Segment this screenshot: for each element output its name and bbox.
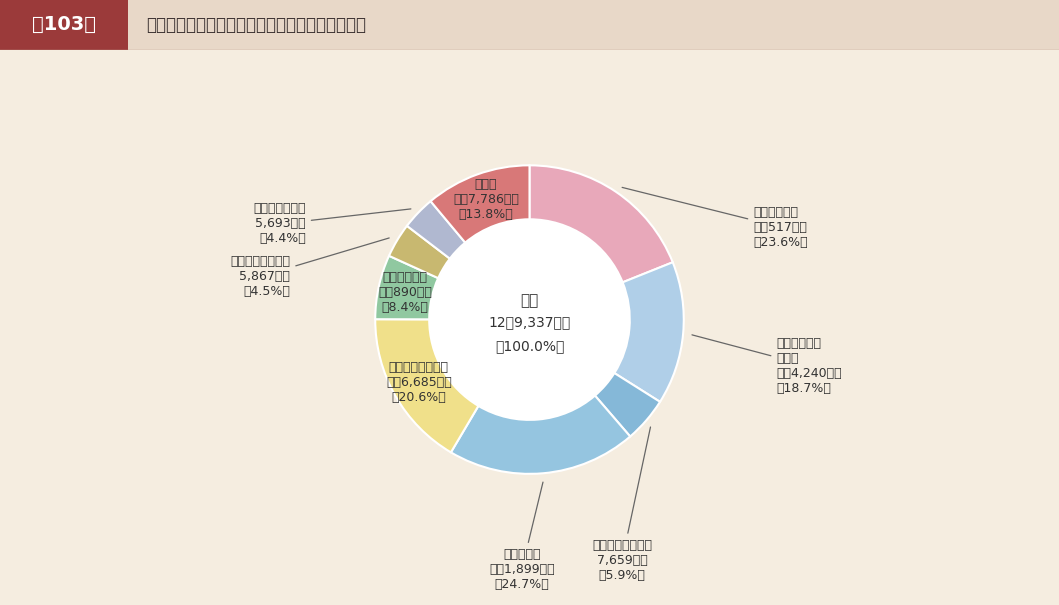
Text: 12兆9,337億円: 12兆9,337億円 xyxy=(488,316,571,330)
Text: 前期高齢者交付金
２兆6,685億円
（20.6%）: 前期高齢者交付金 ２兆6,685億円 （20.6%） xyxy=(385,361,452,404)
Wedge shape xyxy=(407,201,465,259)
Text: 保険税（料）
３兆517億円
（23.6%）: 保険税（料） ３兆517億円 （23.6%） xyxy=(622,188,808,249)
Wedge shape xyxy=(614,262,684,402)
Wedge shape xyxy=(595,373,660,436)
Wedge shape xyxy=(431,165,530,243)
Text: 療養給付費交付金
5,867億円
（4.5%）: 療養給付費交付金 5,867億円 （4.5%） xyxy=(231,238,390,298)
Bar xyxy=(0,0,128,50)
Wedge shape xyxy=(375,319,479,453)
Circle shape xyxy=(429,219,630,420)
Text: 都道府県支出金
5,693億円
（4.4%）: 都道府県支出金 5,693億円 （4.4%） xyxy=(253,203,411,246)
Text: 他会計繰入金
１兆890億円
（8.4%）: 他会計繰入金 １兆890億円 （8.4%） xyxy=(378,271,432,314)
Text: 療養給付費等
負担金
２兆4,240億円
（18.7%）: 療養給付費等 負担金 ２兆4,240億円 （18.7%） xyxy=(692,335,842,395)
Text: 国庫支出金
３兆1,899億円
（24.7%）: 国庫支出金 ３兆1,899億円 （24.7%） xyxy=(489,482,555,591)
Text: 第103図: 第103図 xyxy=(32,15,96,34)
Wedge shape xyxy=(375,256,438,319)
Text: 財政調整交付金等
7,659億円
（5.9%）: 財政調整交付金等 7,659億円 （5.9%） xyxy=(592,427,652,581)
Wedge shape xyxy=(451,396,630,474)
Text: 歳入: 歳入 xyxy=(520,293,539,309)
Wedge shape xyxy=(389,226,450,278)
Text: その他
１兆7,786億円
（13.8%）: その他 １兆7,786億円 （13.8%） xyxy=(453,178,519,221)
Bar xyxy=(128,0,1059,50)
Wedge shape xyxy=(530,165,672,283)
Text: （100.0%）: （100.0%） xyxy=(495,339,564,353)
Text: 国民健康保険事業の歳入決算の状況（事業勘定）: 国民健康保険事業の歳入決算の状況（事業勘定） xyxy=(146,16,366,34)
